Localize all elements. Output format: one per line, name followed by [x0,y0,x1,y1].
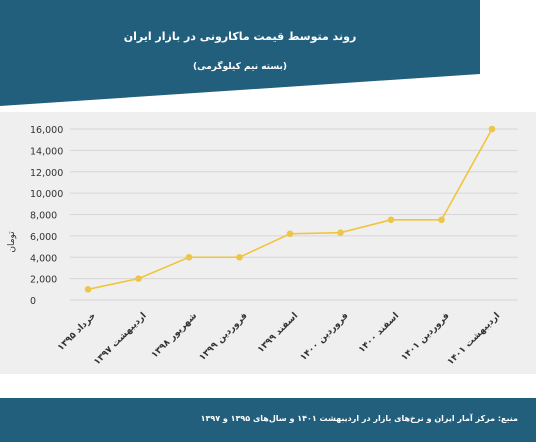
data-point [337,229,344,236]
x-tick-label: اسفند ۱۳۹۹ [256,311,300,355]
data-point [135,275,142,282]
data-point [488,125,496,133]
y-axis-label: تومان [7,231,17,253]
x-tick-label: فروردین ۱۳۹۹ [198,311,250,363]
data-point [84,286,92,293]
data-point [387,216,395,224]
data-point [236,253,243,261]
footer-banner [0,398,536,442]
y-tick-label: 14,000 [30,146,63,157]
y-tick-label: 16,000 [30,125,63,136]
data-point [438,216,445,224]
y-tick-label: 8,000 [30,211,57,222]
x-tick-label: اسفند ۱۴۰۰ [357,311,401,355]
source-note: منبع: مرکز آمار ایران و نرخ‌های بازار در… [200,414,518,423]
data-point [286,230,294,238]
header-banner [0,0,480,106]
y-tick-label: 4,000 [30,253,57,264]
chart-title: روند متوسط قیمت ماکارونی در بازار ایران [123,30,357,43]
x-tick-label: اردیبهشت ۱۴۰۱ [446,311,502,367]
y-tick-label: 10,000 [30,189,63,200]
y-tick-label: 12,000 [30,168,63,179]
x-tick-label: اردیبهشت ۱۳۹۷ [92,311,148,367]
y-tick-label: 2,000 [30,275,57,286]
x-tick-label: شهریور ۱۳۹۸ [150,311,199,360]
series-line [87,128,493,291]
x-tick-label: فروردین ۱۴۰۱ [400,311,452,363]
x-tick-label: خرداد ۱۳۹۵ [56,311,98,353]
chart-subtitle: (بسته نیم کیلوگرمی) [192,62,287,72]
chart-panel [0,112,536,374]
y-tick-label: 0 [30,296,36,307]
data-point [185,253,193,261]
line-chart: 0 2,000 4,000 6,000 8,000 10,000 12,000 14,000 1… [7,125,518,367]
y-tick-label: 6,000 [30,232,57,243]
x-tick-label: فروردین ۱۴۰۰ [299,311,351,363]
